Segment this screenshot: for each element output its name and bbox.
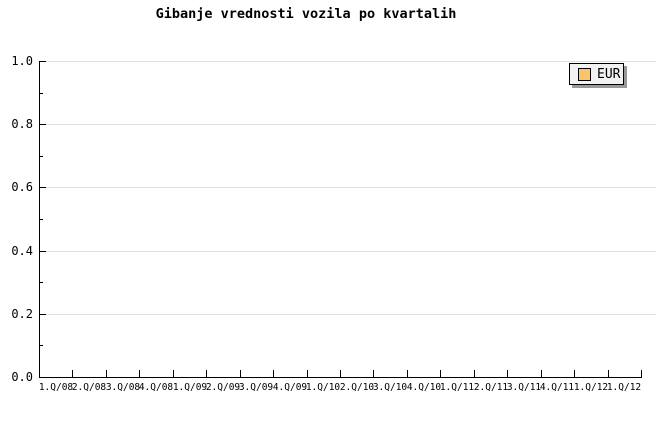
x-major-tick	[72, 370, 73, 377]
x-axis-tick-label: 2.Q/08	[71, 382, 107, 393]
x-axis-tick-label: 4.Q/10	[406, 382, 442, 393]
x-axis-tick-label: 3.Q/10	[372, 382, 408, 393]
x-major-tick	[641, 370, 642, 377]
y-gridline	[39, 61, 656, 62]
x-axis-tick-label: 1.Q/12	[573, 382, 609, 393]
y-gridline	[39, 187, 656, 188]
y-axis-tick-label: 0.4	[11, 244, 33, 258]
x-major-tick	[474, 370, 475, 377]
x-major-tick	[240, 370, 241, 377]
x-axis-tick-label: 3.Q/08	[105, 382, 141, 393]
legend: EUR	[569, 63, 624, 85]
x-major-tick	[608, 370, 609, 377]
legend-label-eur: EUR	[597, 66, 621, 82]
x-major-tick	[139, 370, 140, 377]
y-axis-line	[39, 61, 40, 378]
x-major-tick	[39, 370, 40, 377]
chart-title: Gibanje vrednosti vozila po kvartalih	[155, 6, 457, 22]
x-axis-tick-label: 1.Q/11	[439, 382, 475, 393]
y-axis-tick-label: 0.2	[11, 307, 33, 321]
y-minor-tick	[39, 93, 43, 94]
y-minor-tick	[39, 156, 43, 157]
x-axis-tick-label: 4.Q/08	[138, 382, 174, 393]
y-minor-tick	[39, 282, 43, 283]
y-axis-tick-label: 0.6	[11, 180, 33, 194]
x-axis-line	[39, 377, 642, 378]
x-major-tick	[541, 370, 542, 377]
x-axis-tick-label: 2.Q/11	[473, 382, 509, 393]
legend-swatch-eur	[578, 67, 591, 81]
x-axis-tick-label: 4.Q/09	[272, 382, 308, 393]
x-axis-tick-label: 1.Q/12	[606, 382, 642, 393]
y-gridline	[39, 251, 656, 252]
x-major-tick	[407, 370, 408, 377]
y-minor-tick	[39, 219, 43, 220]
y-major-tick	[39, 251, 46, 252]
x-axis-tick-label: 3.Q/11	[506, 382, 542, 393]
x-major-tick	[507, 370, 508, 377]
x-axis-tick-label: 2.Q/09	[205, 382, 241, 393]
y-gridline	[39, 124, 656, 125]
x-axis-tick-label: 1.Q/10	[305, 382, 341, 393]
y-gridline	[39, 314, 656, 315]
x-axis-tick-label: 4.Q/11	[539, 382, 575, 393]
x-axis-tick-label: 3.Q/09	[238, 382, 274, 393]
x-axis-tick-label: 1.Q/08	[38, 382, 74, 393]
y-major-tick	[39, 124, 46, 125]
y-major-tick	[39, 187, 46, 188]
y-axis-tick-label: 0.0	[11, 370, 33, 384]
y-major-tick	[39, 314, 46, 315]
x-axis-tick-label: 2.Q/10	[339, 382, 375, 393]
x-major-tick	[206, 370, 207, 377]
y-axis-tick-label: 0.8	[11, 117, 33, 131]
x-major-tick	[440, 370, 441, 377]
x-axis-tick-label: 1.Q/09	[172, 382, 208, 393]
y-minor-tick	[39, 345, 43, 346]
x-major-tick	[106, 370, 107, 377]
x-major-tick	[173, 370, 174, 377]
x-major-tick	[340, 370, 341, 377]
x-major-tick	[574, 370, 575, 377]
y-major-tick	[39, 61, 46, 62]
x-major-tick	[373, 370, 374, 377]
y-axis-tick-label: 1.0	[11, 54, 33, 68]
x-major-tick	[307, 370, 308, 377]
x-major-tick	[273, 370, 274, 377]
